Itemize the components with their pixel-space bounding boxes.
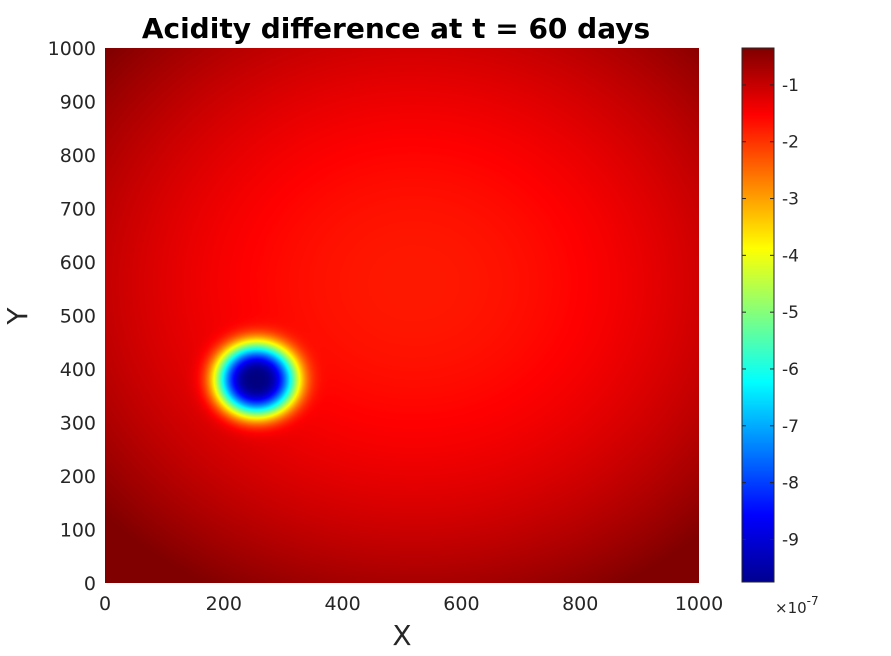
- y-tick-label: 300: [60, 413, 96, 435]
- y-axis-label: Y: [1, 307, 34, 326]
- colorbar-tick-label: -9: [782, 530, 799, 550]
- colorbar-tick-label: -4: [782, 246, 799, 266]
- x-tick-label: 0: [99, 593, 111, 615]
- colorbar-tick-label: -6: [782, 360, 799, 380]
- y-tick-label: 800: [60, 145, 96, 167]
- colorbar-tick-label: -2: [782, 133, 799, 153]
- colorbar-tick-label: -7: [782, 417, 799, 437]
- heatmap-canvas: [105, 48, 699, 583]
- y-tick-label: 600: [60, 252, 96, 274]
- colorbar: [741, 47, 775, 583]
- y-tick-label: 1000: [48, 38, 96, 60]
- y-tick-label: 700: [60, 199, 96, 221]
- y-tick-label: 200: [60, 466, 96, 488]
- y-tick-label: 900: [60, 92, 96, 114]
- x-tick-label: 1000: [675, 593, 723, 615]
- y-tick-label: 0: [84, 573, 96, 595]
- y-tick-label: 500: [60, 306, 96, 328]
- y-axis-ticks: 0 100 200 300 400 500 600 700 800 900 1000: [48, 38, 96, 595]
- x-tick-label: 800: [562, 593, 598, 615]
- colorbar-tick-label: -5: [782, 303, 799, 323]
- x-tick-label: 200: [206, 593, 242, 615]
- x-tick-label: 400: [324, 593, 360, 615]
- chart-title: Acidity difference at t = 60 days: [142, 12, 650, 45]
- colorbar-ticks: -1 -2 -3 -4 -5 -6 -7 -8 -9: [742, 76, 799, 550]
- y-tick-label: 400: [60, 359, 96, 381]
- y-tick-label: 100: [60, 520, 96, 542]
- colorbar-tick-label: -1: [782, 76, 799, 96]
- x-tick-label: 600: [443, 593, 479, 615]
- heatmap-plot-area: [105, 48, 699, 583]
- x-axis-label: X: [392, 619, 411, 652]
- colorbar-tick-label: -3: [782, 190, 799, 210]
- x-axis-ticks: 0 200 400 600 800 1000: [99, 593, 723, 615]
- colorbar-tick-label: -8: [782, 474, 799, 494]
- colorbar-multiplier: ×10-7: [775, 594, 819, 617]
